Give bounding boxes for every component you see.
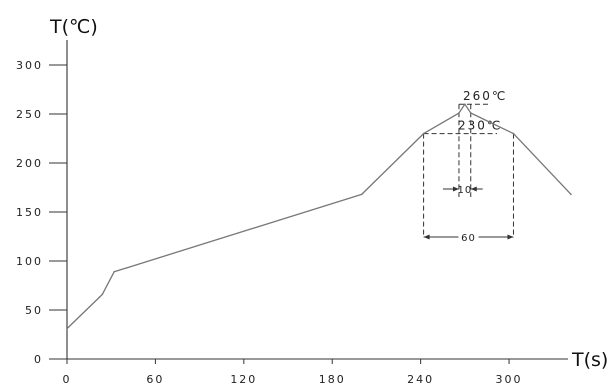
y-tick-label: 300 [16, 59, 43, 72]
y-tick-label: 0 [34, 353, 43, 366]
x-tick-label: 180 [319, 373, 346, 386]
series-point [360, 193, 363, 196]
series-point [66, 327, 68, 330]
y-tick-label: 100 [16, 255, 43, 268]
series-point [464, 103, 466, 105]
outer-dim-arrowhead-right [507, 234, 514, 240]
axes: 0 50 100 150 200 250 300 0 60 120 180 240 300 [16, 40, 568, 386]
outer-dim-label-bg [458, 231, 479, 243]
series-point [98, 296, 101, 299]
series-point [113, 270, 115, 273]
outer-dim-label: 60 [461, 233, 476, 244]
outer-dim-arrowhead-left [423, 234, 430, 240]
y-tick-label: 200 [16, 157, 43, 170]
series-point [570, 193, 572, 196]
x-tick-label: 240 [407, 373, 434, 386]
x-tick-label: 60 [146, 373, 164, 386]
series-point [469, 112, 472, 114]
x-axis-title: T(s) [571, 349, 608, 371]
inner-dim-arrowhead-left [452, 186, 459, 192]
series-point [458, 112, 460, 114]
series-point [512, 132, 515, 135]
x-tick-label: 0 [63, 373, 72, 386]
y-axis-title: T(℃) [49, 16, 98, 38]
x-tick-label: 120 [230, 373, 257, 386]
series-point [422, 132, 425, 135]
inner-dim-label: 10 [457, 185, 472, 196]
series-line [66, 103, 572, 330]
series-point [101, 293, 104, 296]
inner-dim-arrowhead-right [470, 186, 477, 192]
y-tick-label: 50 [25, 304, 43, 317]
peak-label: 260℃ [463, 89, 507, 103]
series [66, 103, 572, 330]
x-tick-label: 300 [496, 373, 523, 386]
y-tick-label: 150 [16, 206, 43, 219]
y-tick-label: 250 [16, 108, 43, 121]
